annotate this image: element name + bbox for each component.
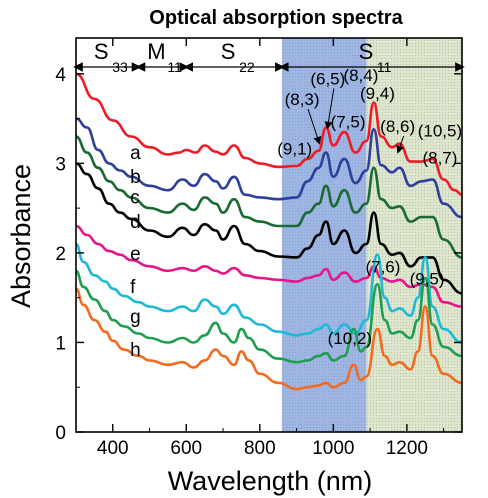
peak-label-4: (9,4): [360, 84, 395, 103]
x-tick-label-1000: 1000: [312, 438, 354, 459]
series-line-d: [75, 162, 463, 295]
region-sublabel-4: 11: [377, 59, 392, 75]
series-label-g: g: [130, 307, 141, 328]
x-tick-label-600: 600: [170, 438, 202, 459]
peak-label-5: (7,5): [331, 113, 366, 132]
shaded-regions: [281, 38, 462, 432]
series-label-b: b: [130, 167, 141, 188]
peak-label-8: (8,7): [422, 148, 457, 167]
series-line-g: [75, 269, 463, 364]
series-line-h: [75, 287, 463, 391]
peak-label-3: (8,4): [343, 66, 378, 85]
peak-arrow-6: [396, 135, 405, 154]
series-line-f: [75, 242, 463, 344]
peak-label-7: (10,5): [418, 122, 462, 141]
series-line-a: [75, 72, 463, 196]
x-tick-label-1200: 1200: [386, 438, 428, 459]
y-tick-label-4: 4: [55, 65, 66, 86]
y-tick-label-3: 3: [55, 154, 66, 175]
y-tick-label-2: 2: [55, 244, 66, 265]
y-tick-label-0: 0: [55, 423, 66, 444]
series-label-e: e: [130, 244, 141, 265]
region-sublabel-1: 33: [112, 59, 128, 75]
plot-axes: [75, 37, 463, 433]
plot-frame: [75, 37, 463, 433]
axis-ticks: 400 600 800 1000 1200 0 1 2 3 4: [55, 38, 462, 459]
peak-label-2: (6,5): [310, 70, 345, 89]
series-label-a: a: [130, 143, 141, 164]
peak-label-11: (9,5): [410, 269, 445, 288]
x-tick-label-400: 400: [97, 438, 129, 459]
region-label-2: M: [147, 39, 165, 64]
series-line-b: [75, 117, 463, 219]
peak-label-10: (7,6): [365, 258, 400, 277]
series-label-h: h: [130, 340, 141, 361]
series-label-f: f: [130, 277, 136, 298]
series-label-c: c: [130, 188, 140, 209]
shaded-region-2: [366, 38, 462, 432]
series-line-e: [75, 224, 463, 308]
peak-label-9: (9,1): [277, 139, 312, 158]
y-axis-title: Absorbance: [6, 164, 36, 308]
region-label-4: S: [359, 39, 374, 64]
peak-label-1: (8,3): [285, 90, 320, 109]
region-label-1: S: [94, 39, 109, 64]
y-tick-label-1: 1: [55, 333, 66, 354]
region-sublabel-2: 11: [167, 59, 182, 75]
peak-label-12: (10,2): [328, 329, 372, 348]
spectra-curves: [75, 72, 463, 391]
chart-title: Optical absorption spectra: [149, 7, 403, 29]
peak-arrow-1: [307, 109, 322, 145]
peak-annotations: (8,3)(6,5)(8,4)(9,4) (7,5) (8,6) (10,5) (8,7…: [277, 66, 462, 348]
x-tick-label-800: 800: [244, 438, 276, 459]
series-line-c: [75, 135, 463, 259]
peak-label-6: (8,6): [380, 117, 415, 136]
region-label-3: S: [221, 39, 236, 64]
region-sublabel-3: 22: [239, 59, 255, 75]
series-label-d: d: [130, 212, 141, 233]
x-axis-title: Wavelength (nm): [168, 466, 373, 496]
peak-arrow-2: [324, 88, 335, 130]
